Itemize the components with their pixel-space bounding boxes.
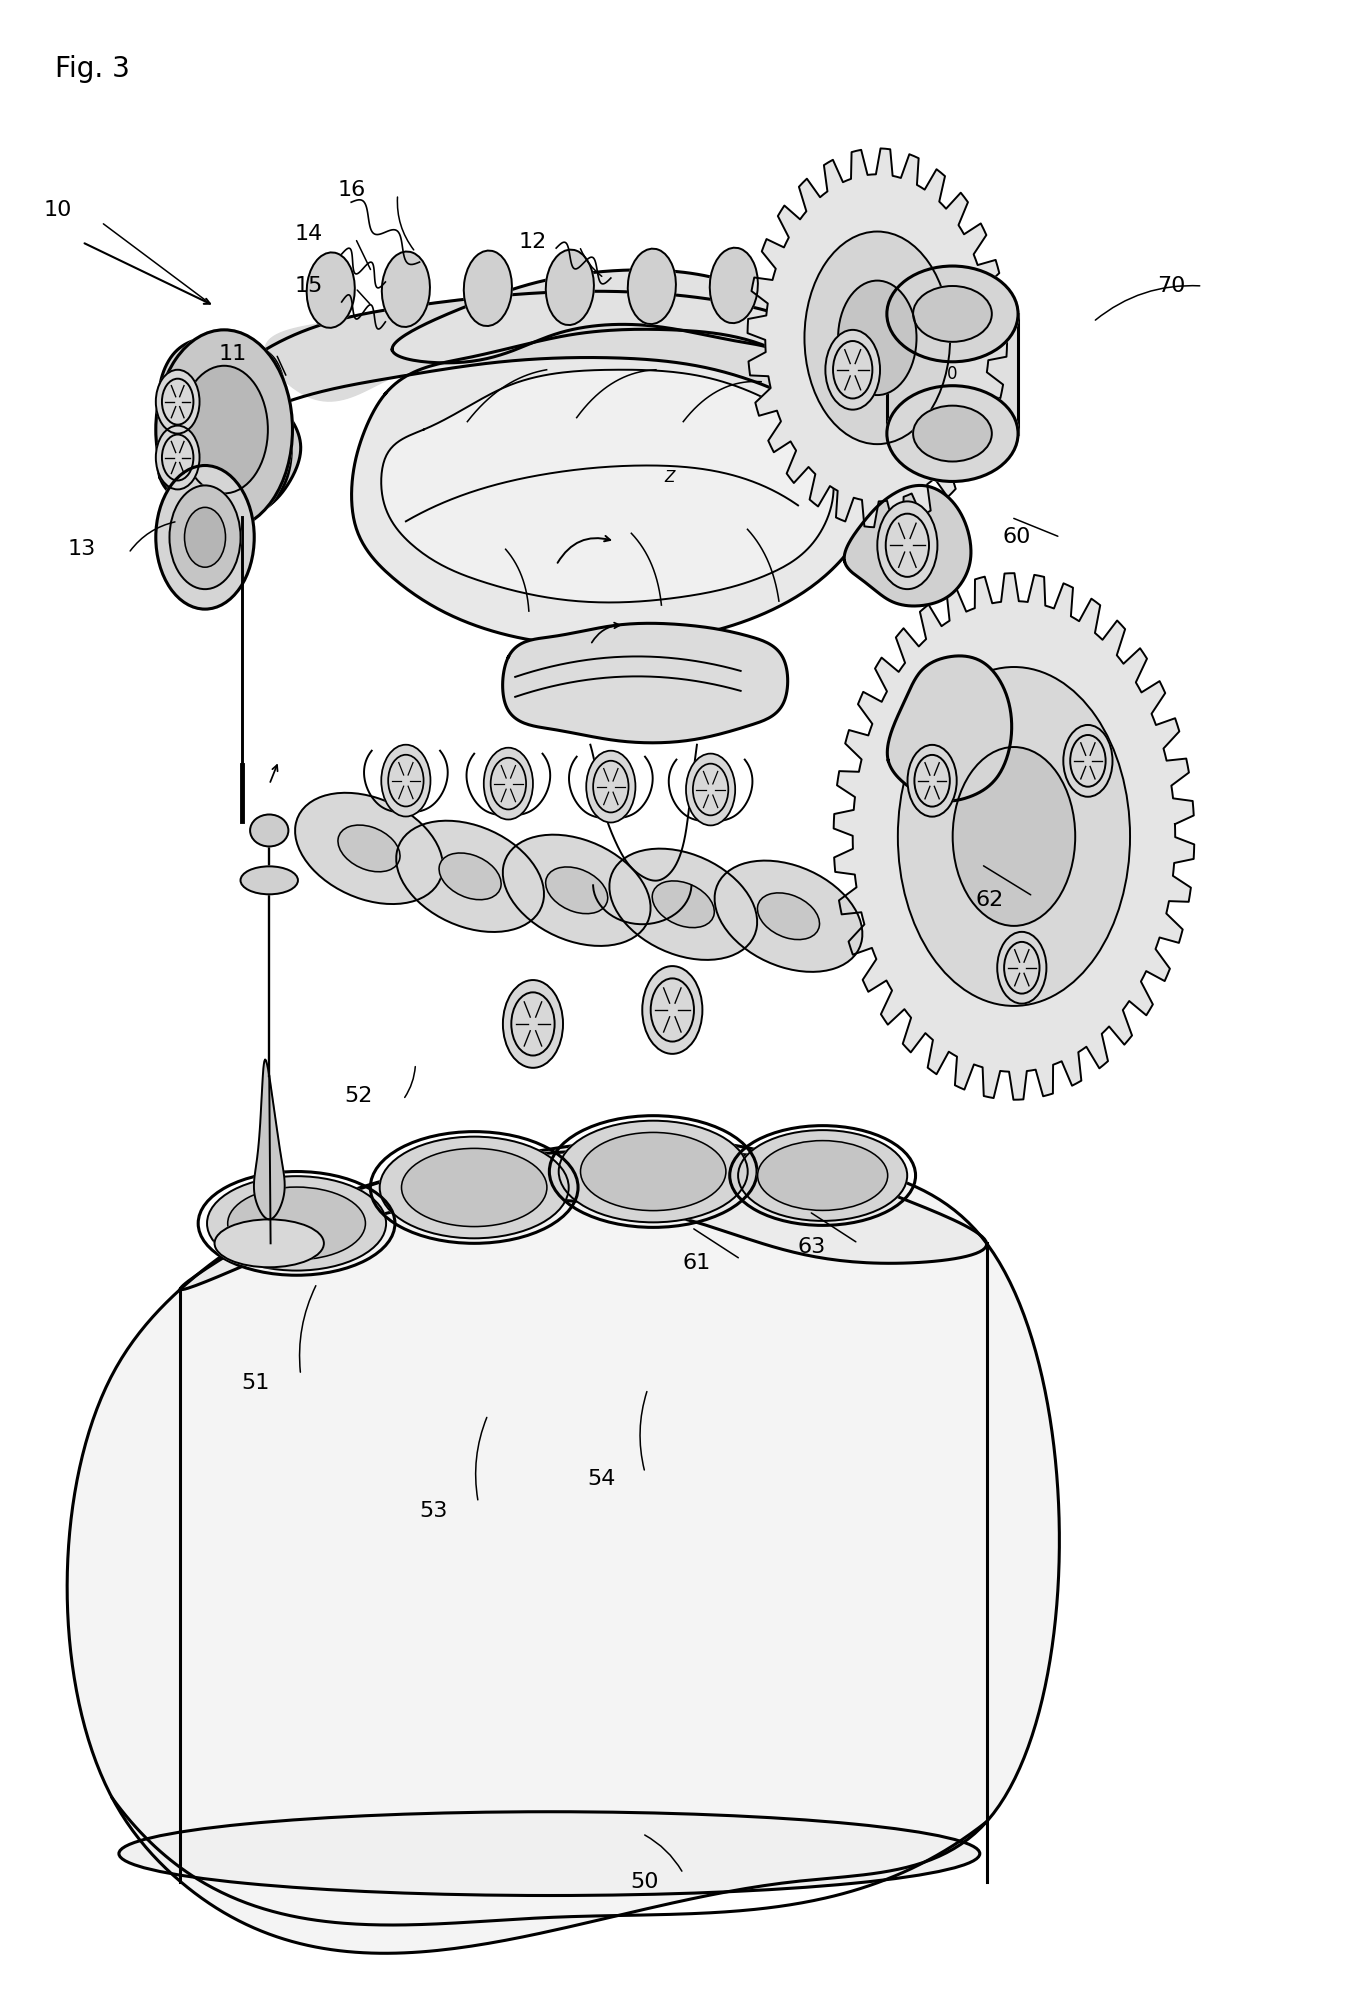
- Circle shape: [1063, 724, 1113, 796]
- Polygon shape: [834, 574, 1194, 1100]
- Circle shape: [381, 744, 431, 816]
- Ellipse shape: [338, 826, 401, 872]
- Ellipse shape: [184, 508, 225, 568]
- Circle shape: [156, 370, 199, 434]
- Ellipse shape: [156, 466, 254, 610]
- Ellipse shape: [709, 248, 757, 324]
- Text: 14: 14: [295, 224, 322, 244]
- Text: 0: 0: [947, 364, 958, 382]
- Text: 16: 16: [338, 180, 365, 200]
- Ellipse shape: [580, 1132, 726, 1210]
- Circle shape: [156, 426, 199, 490]
- Ellipse shape: [546, 250, 594, 326]
- Ellipse shape: [886, 266, 1018, 362]
- Text: 54: 54: [587, 1468, 616, 1488]
- Polygon shape: [502, 624, 788, 742]
- Ellipse shape: [240, 866, 298, 894]
- Text: 63: 63: [797, 1238, 826, 1258]
- Circle shape: [156, 330, 292, 530]
- Text: 11: 11: [218, 344, 247, 364]
- Ellipse shape: [402, 1148, 547, 1226]
- Polygon shape: [844, 486, 971, 606]
- Ellipse shape: [609, 848, 757, 960]
- Polygon shape: [351, 330, 878, 646]
- Circle shape: [826, 330, 879, 410]
- Polygon shape: [886, 314, 1018, 434]
- Polygon shape: [159, 338, 291, 518]
- Ellipse shape: [546, 866, 608, 914]
- Circle shape: [804, 232, 951, 444]
- Text: 70: 70: [1157, 276, 1185, 296]
- Ellipse shape: [214, 1220, 324, 1268]
- Ellipse shape: [439, 852, 501, 900]
- Ellipse shape: [207, 1176, 386, 1270]
- Circle shape: [897, 668, 1131, 1006]
- Polygon shape: [748, 148, 1007, 528]
- Ellipse shape: [886, 386, 1018, 482]
- Circle shape: [877, 502, 937, 590]
- Ellipse shape: [397, 820, 543, 932]
- Text: Z: Z: [664, 470, 675, 484]
- Polygon shape: [381, 370, 834, 602]
- Polygon shape: [888, 656, 1011, 802]
- Ellipse shape: [228, 1188, 365, 1260]
- Ellipse shape: [250, 814, 288, 846]
- Text: 61: 61: [683, 1254, 711, 1274]
- Circle shape: [997, 932, 1047, 1004]
- Ellipse shape: [738, 1130, 907, 1220]
- Ellipse shape: [119, 1812, 980, 1896]
- Circle shape: [484, 748, 532, 820]
- Text: 60: 60: [1003, 528, 1030, 548]
- Polygon shape: [254, 1060, 285, 1220]
- Circle shape: [586, 750, 635, 822]
- Ellipse shape: [381, 252, 429, 326]
- Polygon shape: [180, 1138, 986, 1290]
- Ellipse shape: [380, 1136, 569, 1238]
- Circle shape: [504, 980, 563, 1068]
- Circle shape: [642, 966, 702, 1054]
- Text: 15: 15: [295, 276, 322, 296]
- Ellipse shape: [914, 286, 992, 342]
- Text: 13: 13: [67, 540, 96, 560]
- Polygon shape: [67, 1150, 1059, 1954]
- Text: 62: 62: [975, 890, 1003, 910]
- Polygon shape: [265, 292, 834, 410]
- Text: 10: 10: [44, 200, 71, 220]
- Ellipse shape: [628, 248, 676, 324]
- Text: 12: 12: [519, 232, 547, 252]
- Ellipse shape: [170, 486, 240, 590]
- Polygon shape: [392, 270, 858, 404]
- Text: 51: 51: [241, 1372, 270, 1392]
- Circle shape: [180, 366, 268, 494]
- Ellipse shape: [757, 1140, 888, 1210]
- Ellipse shape: [715, 860, 863, 972]
- Ellipse shape: [307, 252, 355, 328]
- Ellipse shape: [464, 250, 512, 326]
- Circle shape: [952, 748, 1076, 926]
- Ellipse shape: [914, 406, 992, 462]
- Ellipse shape: [757, 892, 819, 940]
- Ellipse shape: [652, 880, 715, 928]
- Circle shape: [838, 280, 916, 396]
- Text: Fig. 3: Fig. 3: [55, 54, 129, 82]
- Text: 52: 52: [344, 1086, 372, 1106]
- Circle shape: [686, 754, 735, 826]
- Ellipse shape: [558, 1120, 748, 1222]
- Text: 50: 50: [631, 1872, 660, 1892]
- Ellipse shape: [295, 792, 443, 904]
- Ellipse shape: [502, 834, 650, 946]
- Text: 53: 53: [418, 1500, 447, 1520]
- Polygon shape: [158, 394, 300, 518]
- Circle shape: [907, 744, 956, 816]
